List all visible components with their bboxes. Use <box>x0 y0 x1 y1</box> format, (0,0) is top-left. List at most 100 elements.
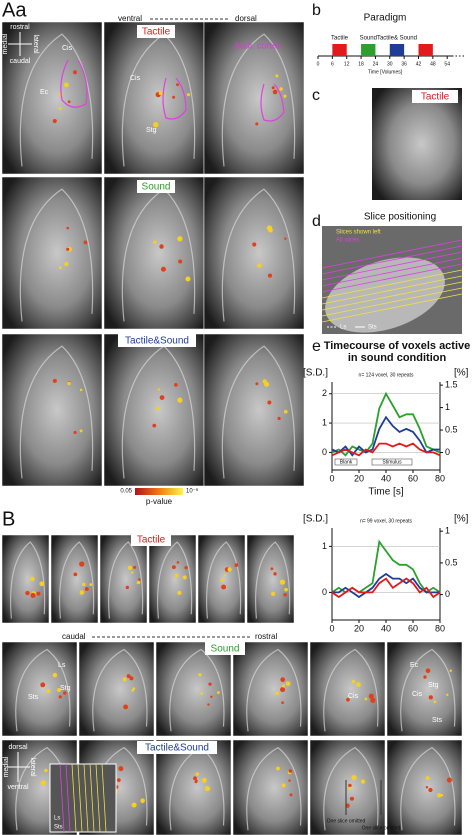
annotation: Stg <box>60 685 71 692</box>
activation <box>172 95 176 99</box>
activation <box>39 581 45 587</box>
slice-line <box>321 269 463 299</box>
brain-contour <box>19 188 94 322</box>
activation <box>174 383 178 387</box>
brain-contour <box>323 746 379 831</box>
roi-outline <box>260 83 285 122</box>
activation <box>423 675 427 679</box>
annotation: Ls <box>58 662 66 669</box>
y2-tick-label: 0.5 <box>445 424 458 434</box>
x-tick-label: 24 <box>373 61 379 67</box>
activation <box>440 794 444 797</box>
orientation-cross <box>6 752 30 782</box>
brain-contour <box>59 541 95 619</box>
annotation-box <box>334 458 358 466</box>
activation <box>280 687 286 693</box>
activation <box>284 237 287 240</box>
activation <box>279 87 283 91</box>
activation <box>345 803 350 808</box>
activation <box>271 86 275 90</box>
activation <box>58 107 62 110</box>
activation <box>30 592 36 598</box>
brain-contour <box>19 33 94 167</box>
activation <box>216 691 220 695</box>
brain-contour <box>400 746 456 831</box>
activation <box>25 590 30 596</box>
y2-tick-label: 1 <box>445 402 450 412</box>
label-box <box>205 642 245 655</box>
mri-image <box>1 534 50 624</box>
y-tick-label: 1 <box>322 541 327 551</box>
activation <box>63 691 67 695</box>
annotation: Blank <box>340 459 353 465</box>
brain-contour <box>255 541 291 619</box>
x-tick-label: 20 <box>354 623 364 633</box>
activation <box>127 565 133 571</box>
activation <box>177 236 183 242</box>
activation <box>368 693 374 699</box>
brain-contour <box>206 541 242 619</box>
mri-image <box>1 176 103 330</box>
x-tick-label: 42 <box>416 61 422 67</box>
activation <box>40 682 46 688</box>
activation <box>355 682 361 688</box>
activation <box>208 682 212 686</box>
y-tick-label: 1 <box>322 417 327 427</box>
y2-axis-label: [%] <box>454 514 469 525</box>
x-tick-label: 0 <box>329 623 334 633</box>
slice-line <box>101 763 107 833</box>
chart-title: Paradigm <box>364 13 407 24</box>
activation <box>157 388 160 391</box>
mri-image <box>203 333 305 487</box>
activation <box>281 701 284 705</box>
activation <box>288 779 291 782</box>
row-label: Sound <box>211 644 240 655</box>
row-label: Tactile&Sound <box>145 743 209 754</box>
activation <box>252 242 257 247</box>
mri-image <box>50 534 99 624</box>
annotation: Cis <box>412 691 423 698</box>
activation <box>204 785 211 792</box>
y2-axis-label: [%] <box>454 368 469 379</box>
x-tick-label: 80 <box>435 623 445 633</box>
activation <box>122 677 127 682</box>
row-label: Tactile <box>142 27 171 38</box>
brain-contour <box>221 345 296 479</box>
orientation-cross <box>8 32 32 56</box>
activation <box>89 583 93 587</box>
activation <box>262 379 267 384</box>
activation <box>176 83 179 87</box>
mri-image <box>246 534 295 624</box>
chart-title: Timecourse of voxels active in sound con… <box>323 340 471 364</box>
series-line <box>331 577 441 599</box>
mri-image <box>78 641 155 737</box>
x-tick-label: 54 <box>444 61 450 67</box>
activation <box>64 261 69 267</box>
panel-label: B <box>2 508 15 530</box>
mri-image <box>1 333 103 487</box>
activation <box>351 775 357 781</box>
brain-contour <box>221 188 296 322</box>
activation <box>178 259 183 264</box>
brain-contour <box>323 648 379 732</box>
activation <box>285 681 291 686</box>
legend-entry: All slices <box>336 238 359 244</box>
series-line <box>331 442 441 457</box>
activation <box>130 571 134 574</box>
mri-image <box>103 21 205 175</box>
mri-image <box>1 21 103 175</box>
activation <box>283 94 287 98</box>
legend-entry: Ls <box>340 325 346 331</box>
activation <box>220 578 224 582</box>
panel-title: Tactile <box>421 92 450 103</box>
activation <box>158 91 163 96</box>
brain-contour <box>157 541 193 619</box>
stimulus-block <box>332 44 347 56</box>
activation <box>126 674 131 679</box>
panel-label: b <box>312 2 321 19</box>
activation <box>275 691 280 696</box>
stimulus-block <box>361 44 376 56</box>
activation <box>425 776 430 781</box>
y2-tick-label: 0.5 <box>445 557 458 567</box>
activation <box>289 793 293 797</box>
